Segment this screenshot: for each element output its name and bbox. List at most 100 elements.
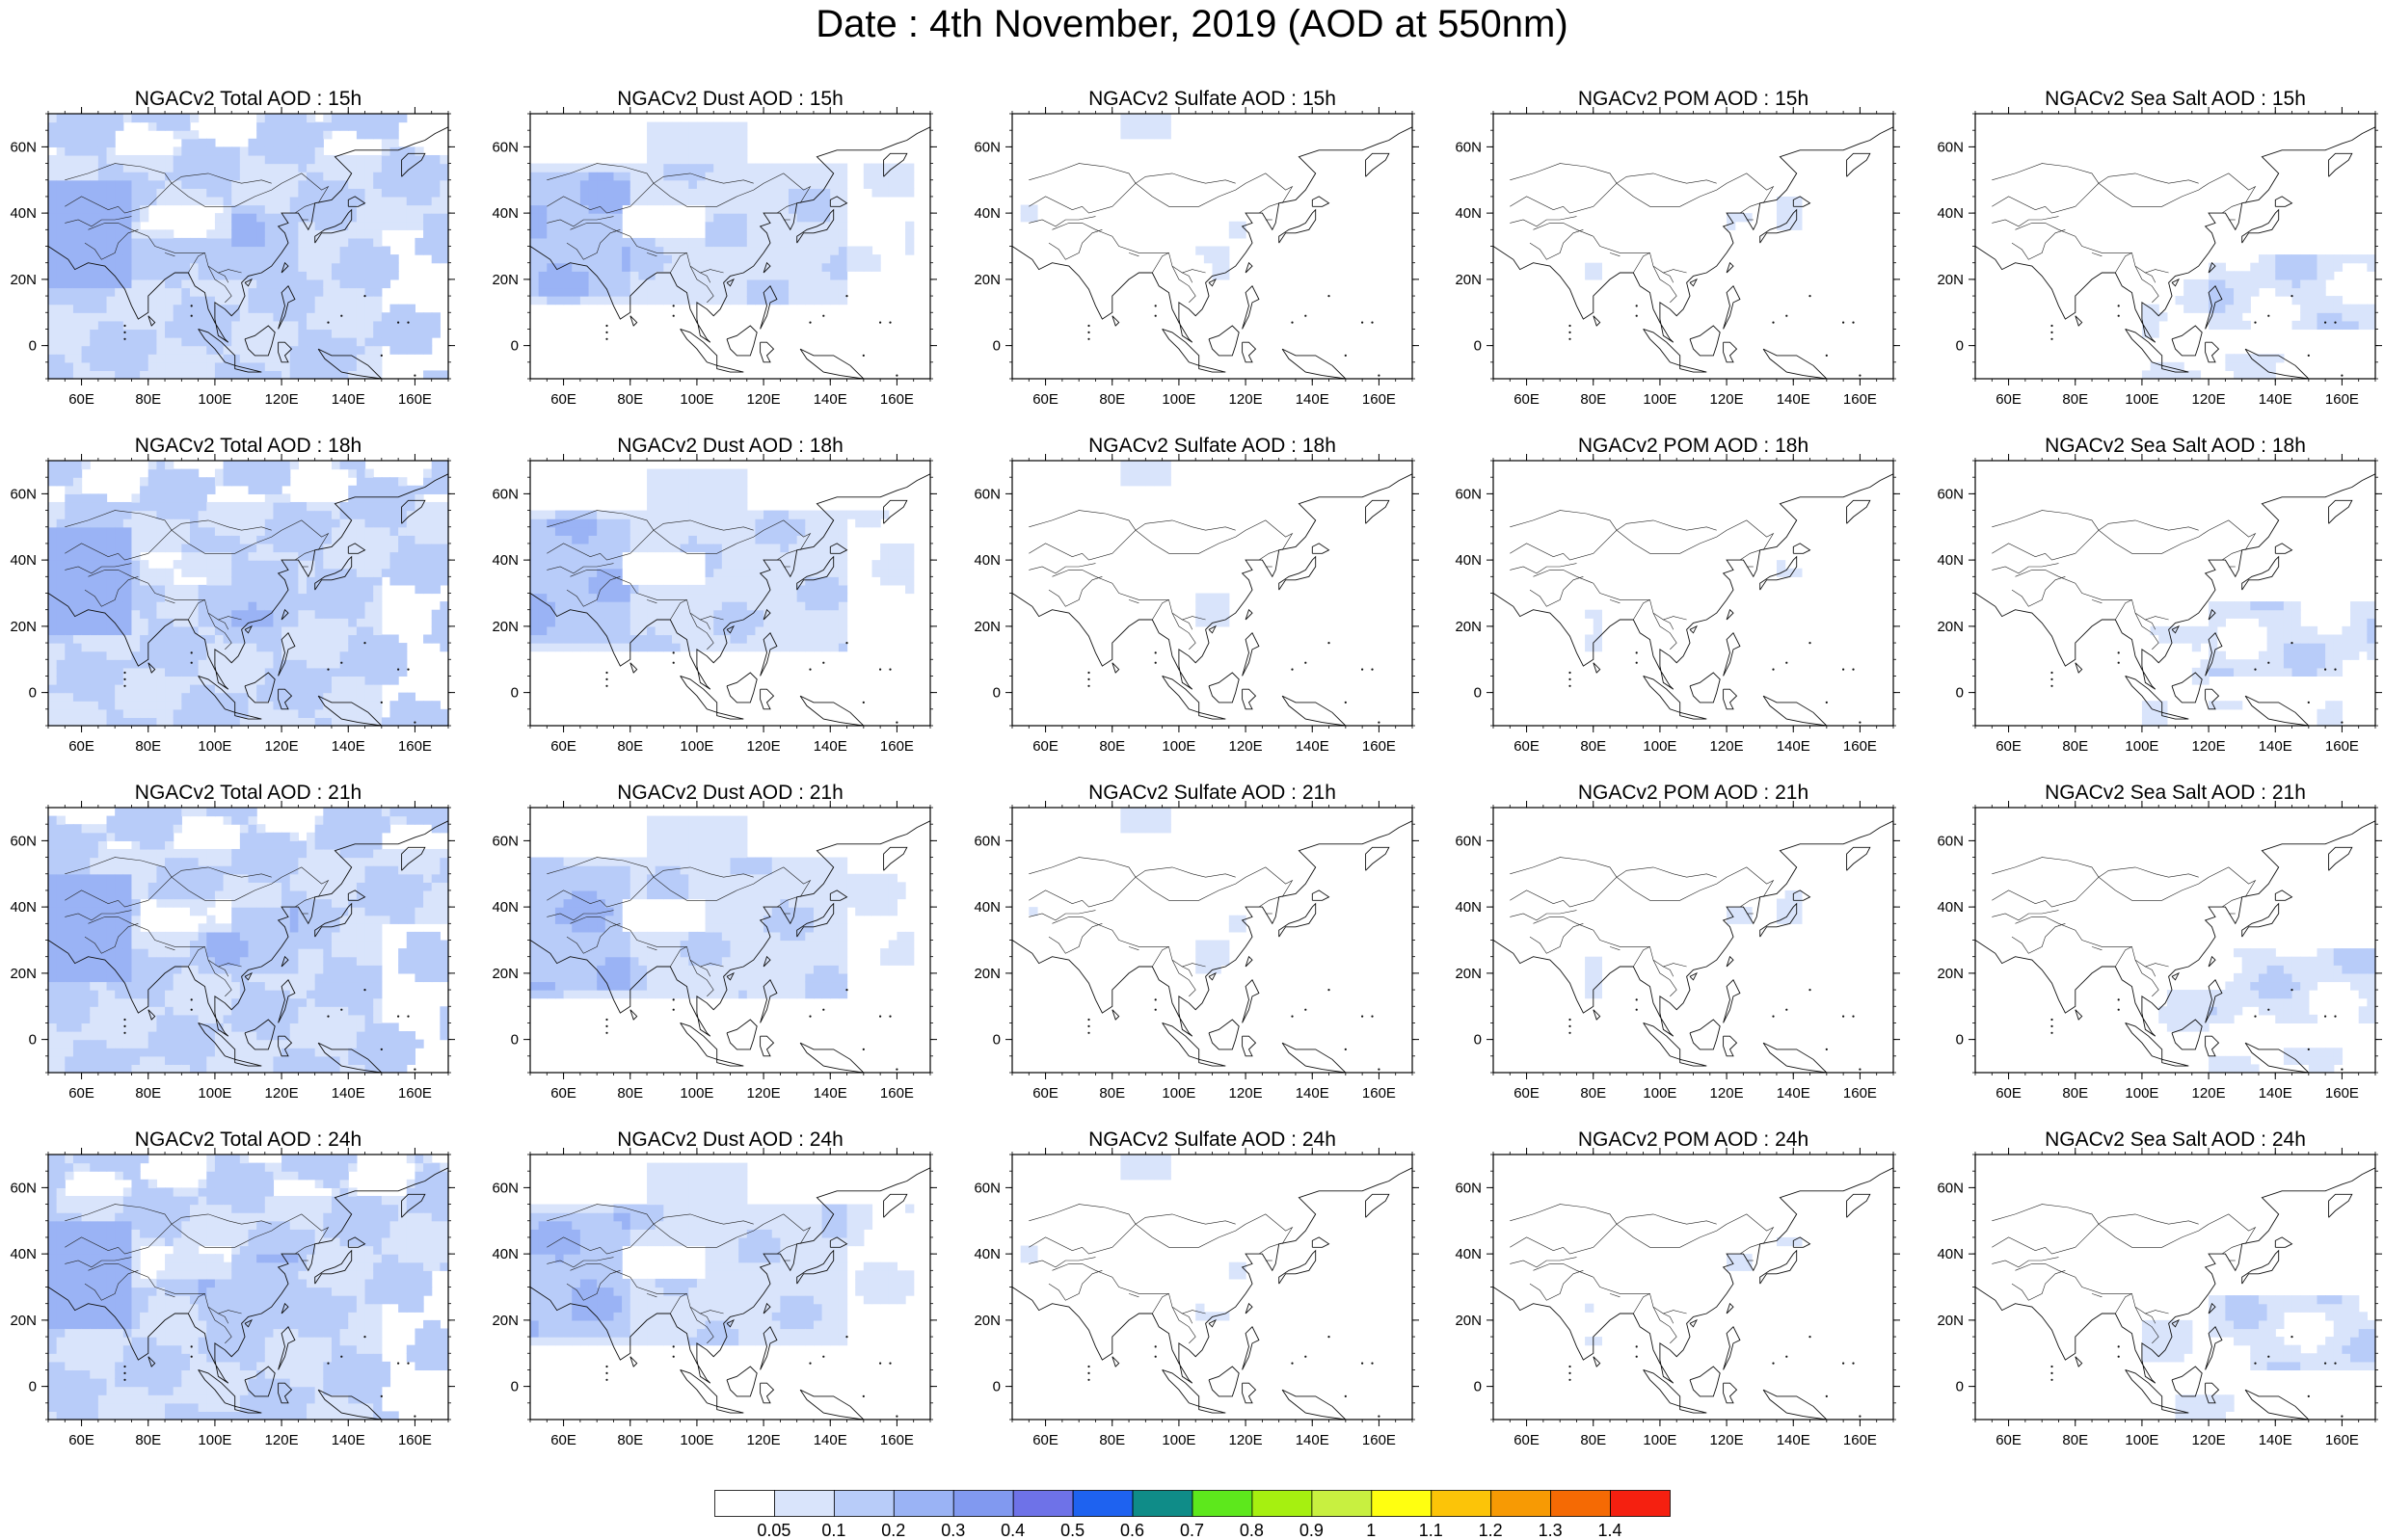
aod-cell (647, 643, 656, 651)
aod-cell (440, 486, 448, 494)
aod-cell (82, 321, 91, 330)
coastline (1199, 365, 1226, 372)
aod-cell (249, 312, 257, 321)
aod-cell (365, 643, 374, 651)
aod-cell (199, 271, 207, 279)
aod-cell (256, 312, 265, 321)
aod-cell (206, 254, 215, 263)
aod-cell (265, 164, 274, 173)
aod-cell (256, 477, 265, 486)
aod-cell (131, 684, 140, 693)
aod-cell (224, 469, 232, 478)
aod-cell (73, 610, 82, 619)
aod-cell (539, 180, 548, 189)
aod-cell (613, 576, 622, 585)
aod-cell (605, 254, 614, 263)
aod-cell (298, 130, 307, 139)
aod-cell (2158, 370, 2167, 379)
aod-cell (440, 238, 448, 247)
aod-field (530, 469, 914, 652)
aod-cell (98, 130, 107, 139)
aod-cell (572, 229, 580, 238)
aod-cell (340, 518, 349, 527)
border-line (1594, 173, 1774, 206)
island-dot (397, 322, 399, 324)
aod-cell (647, 511, 656, 519)
island-dot (191, 662, 193, 664)
aod-cell (265, 511, 274, 519)
aod-cell (440, 229, 448, 238)
aod-cell (181, 305, 190, 313)
aod-cell (681, 535, 689, 544)
aod-cell (2225, 305, 2234, 313)
aod-cell (382, 651, 390, 660)
aod-cell (797, 213, 806, 222)
aod-cell (2350, 305, 2359, 313)
aod-cell (323, 676, 332, 684)
aod-cell (415, 544, 423, 552)
aod-cell (407, 693, 415, 702)
aod-cell (681, 477, 689, 486)
aod-cell (281, 146, 290, 155)
aod-cell (190, 477, 199, 486)
aod-cell (323, 626, 332, 635)
aod-cell (273, 544, 281, 552)
lat-tick-label: 60N (1937, 139, 1964, 155)
aod-cell (249, 576, 257, 585)
aod-cell (298, 279, 307, 288)
aod-cell (199, 337, 207, 346)
aod-cell (298, 122, 307, 131)
aod-cell (613, 229, 622, 238)
aod-cell (772, 188, 781, 197)
aod-cell (630, 643, 639, 651)
coastline (761, 342, 774, 362)
aod-cell (98, 296, 107, 305)
aod-cell (249, 238, 257, 247)
aod-cell (697, 146, 706, 155)
aod-cell (398, 305, 407, 313)
aod-cell (256, 197, 265, 205)
aod-cell (48, 271, 57, 279)
aod-cell (382, 312, 390, 321)
aod-cell (547, 610, 555, 619)
aod-cell (365, 305, 374, 313)
aod-cell (589, 634, 598, 643)
aod-cell (48, 552, 57, 561)
aod-cell (48, 717, 57, 726)
aod-cell (731, 172, 739, 180)
aod-cell (98, 693, 107, 702)
aod-cell (48, 502, 57, 511)
aod-cell (2234, 305, 2242, 313)
aod-cell (382, 643, 390, 651)
aod-cell (688, 618, 697, 626)
aod-cell (357, 346, 365, 355)
aod-cell (663, 626, 672, 635)
aod-cell (706, 493, 714, 502)
aod-cell (672, 287, 681, 296)
aod-cell (357, 172, 365, 180)
aod-cell (332, 651, 340, 660)
aod-cell (731, 287, 739, 296)
aod-cell (656, 626, 664, 635)
island-dot (414, 722, 415, 724)
aod-cell (332, 172, 340, 180)
aod-cell (65, 279, 73, 288)
aod-cell (131, 329, 140, 337)
aod-cell (131, 188, 140, 197)
aod-cell (539, 634, 548, 643)
aod-cell (539, 247, 548, 255)
aod-cell (240, 576, 249, 585)
aod-cell (73, 263, 82, 272)
aod-cell (713, 535, 722, 544)
aod-cell (706, 469, 714, 478)
aod-cell (273, 305, 281, 313)
aod-cell (290, 114, 299, 122)
aod-cell (82, 362, 91, 371)
aod-cell (82, 279, 91, 288)
border-line (2076, 173, 2256, 206)
aod-cell (290, 370, 299, 379)
aod-cell (1145, 114, 1154, 122)
aod-cell (2259, 271, 2267, 279)
aod-cell (315, 618, 324, 626)
border-line (2135, 266, 2158, 303)
